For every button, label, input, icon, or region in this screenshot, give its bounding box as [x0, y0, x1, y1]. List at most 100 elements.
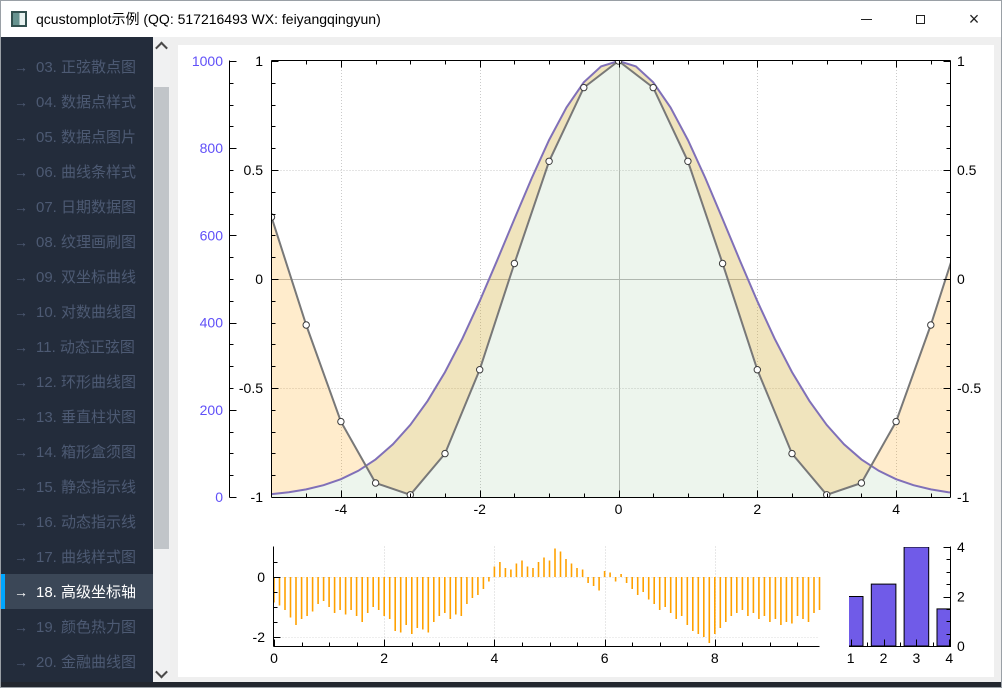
sidebar-item-12[interactable]: → 12. 环形曲线图 — [1, 364, 153, 399]
scrollbar-thumb[interactable] — [154, 87, 169, 549]
svg-text:0: 0 — [255, 271, 263, 287]
app-icon — [11, 11, 27, 27]
svg-text:1000: 1000 — [192, 53, 223, 69]
main-panel: -1 -0.5 0 0.5 1 0 200 400 600 800 1000 -1 -0.5 0 0.5 1-… — [170, 37, 1001, 682]
arrow-icon: → — [14, 163, 28, 180]
sidebar-item-08[interactable]: → 08. 纹理画刷图 — [1, 224, 153, 259]
svg-text:4: 4 — [491, 650, 499, 666]
sidebar-item-label: 12. 环形曲线图 — [36, 374, 137, 391]
sidebar-item-03[interactable]: → 03. 正弦散点图 — [1, 49, 153, 84]
arrow-icon: → — [14, 268, 28, 285]
svg-text:-4: -4 — [335, 501, 348, 517]
maximize-button[interactable] — [893, 1, 947, 37]
minimize-button[interactable] — [839, 1, 893, 37]
sidebar-item-13[interactable]: → 13. 垂直柱状图 — [1, 399, 153, 434]
svg-text:1: 1 — [255, 53, 263, 69]
svg-text:2: 2 — [380, 650, 388, 666]
close-icon: × — [968, 9, 980, 29]
arrow-icon: → — [14, 93, 28, 110]
sidebar-item-11[interactable]: → 11. 动态正弦图 — [1, 329, 153, 364]
sidebar-item-label: 03. 正弦散点图 — [36, 59, 137, 76]
close-button[interactable]: × — [947, 1, 1001, 37]
sidebar-scrollbar[interactable] — [153, 37, 170, 682]
svg-text:0.5: 0.5 — [957, 162, 977, 178]
arrow-icon: → — [14, 198, 28, 215]
window-title: qcustomplot示例 (QQ: 517216493 WX: feiyang… — [36, 11, 381, 27]
sidebar-item-10[interactable]: → 10. 对数曲线图 — [1, 294, 153, 329]
arrow-icon: → — [14, 583, 28, 600]
qcustomplot-canvas[interactable]: -1-0.500.5102004006008001000-1-0.500.51-… — [170, 37, 1002, 684]
sidebar-item-label: 20. 金融曲线图 — [36, 654, 137, 671]
sidebar-item-09[interactable]: → 09. 双坐标曲线 — [1, 259, 153, 294]
svg-text:-0.5: -0.5 — [957, 380, 981, 396]
maximize-icon — [915, 14, 925, 24]
sidebar-item-label: 18. 高级坐标轴 — [36, 584, 137, 601]
arrow-icon: → — [14, 478, 28, 495]
main-axes — [229, 60, 951, 498]
svg-text:8: 8 — [711, 650, 719, 666]
sidebar-item-14[interactable]: → 14. 箱形盒须图 — [1, 434, 153, 469]
chevron-up-icon — [155, 41, 168, 54]
sidebar-item-16[interactable]: → 16. 动态指示线 — [1, 504, 153, 539]
svg-text:200: 200 — [200, 402, 224, 418]
svg-text:-0.5: -0.5 — [239, 380, 263, 396]
screen-edge-strip — [1, 682, 1001, 687]
sidebar-item-label: 05. 数据点图片 — [36, 129, 137, 146]
sidebar-item-label: 04. 数据点样式 — [36, 94, 137, 111]
sidebar-item-label: 16. 动态指示线 — [36, 514, 137, 531]
svg-text:2: 2 — [957, 589, 965, 605]
svg-text:0: 0 — [615, 501, 623, 517]
svg-text:-2: -2 — [253, 629, 266, 645]
arrow-icon: → — [14, 653, 28, 670]
sidebar-item-label: 15. 静态指示线 — [36, 479, 137, 496]
arrow-icon: → — [14, 338, 28, 355]
sidebar-item-label: 11. 动态正弦图 — [36, 339, 135, 356]
window-body: → 03. 正弦散点图 → 04. 数据点样式 → 05. 数据点图片 → 06. 曲线条样式… — [1, 37, 1001, 682]
arrow-icon: → — [14, 618, 28, 635]
titlebar[interactable]: qcustomplot示例 (QQ: 517216493 WX: feiyang… — [1, 1, 1001, 37]
arrow-icon: → — [14, 443, 28, 460]
svg-text:1: 1 — [957, 53, 965, 69]
sidebar-item-04[interactable]: → 04. 数据点样式 — [1, 84, 153, 119]
sidebar-item-07[interactable]: → 07. 日期数据图 — [1, 189, 153, 224]
svg-text:2: 2 — [880, 650, 888, 666]
sidebar-item-label: 14. 箱形盒须图 — [36, 444, 137, 461]
sidebar-item-20[interactable]: → 20. 金融曲线图 — [1, 644, 153, 679]
sidebar-item-label: 13. 垂直柱状图 — [36, 409, 137, 426]
sidebar-item-label: 07. 日期数据图 — [36, 199, 137, 216]
svg-text:2: 2 — [753, 501, 761, 517]
sidebar-item-label: 10. 对数曲线图 — [36, 304, 137, 321]
sidebar-item-15[interactable]: → 15. 静态指示线 — [1, 469, 153, 504]
sidebar-item-05[interactable]: → 05. 数据点图片 — [1, 119, 153, 154]
scrollbar-up-button[interactable] — [153, 37, 170, 55]
svg-text:1: 1 — [847, 650, 855, 666]
svg-text:600: 600 — [200, 227, 224, 243]
svg-text:4: 4 — [945, 650, 953, 666]
arrow-icon: → — [14, 548, 28, 565]
svg-text:0: 0 — [270, 650, 278, 666]
arrow-icon: → — [14, 128, 28, 145]
sidebar-item-label: 17. 曲线样式图 — [36, 549, 137, 566]
svg-text:400: 400 — [200, 315, 224, 331]
sidebar-list: → 03. 正弦散点图 → 04. 数据点样式 → 05. 数据点图片 → 06. 曲线条样式… — [1, 37, 153, 682]
svg-text:0: 0 — [957, 271, 965, 287]
sidebar-item-18[interactable]: → 18. 高级坐标轴 — [1, 574, 153, 609]
sidebar-item-19[interactable]: → 19. 颜色热力图 — [1, 609, 153, 644]
sidebar-item-label: 09. 双坐标曲线 — [36, 269, 137, 286]
chevron-down-icon — [155, 665, 168, 678]
svg-text:0.5: 0.5 — [244, 162, 264, 178]
window-controls: × — [839, 1, 1001, 37]
sidebar-item-17[interactable]: → 17. 曲线样式图 — [1, 539, 153, 574]
scrollbar-down-button[interactable] — [153, 664, 170, 682]
sidebar-item-06[interactable]: → 06. 曲线条样式 — [1, 154, 153, 189]
svg-text:4: 4 — [957, 539, 965, 555]
arrow-icon: → — [14, 408, 28, 425]
svg-text:-1: -1 — [957, 489, 970, 505]
svg-text:800: 800 — [200, 140, 224, 156]
svg-text:0: 0 — [257, 569, 265, 585]
sidebar-item-label: 19. 颜色热力图 — [36, 619, 137, 636]
sidebar-item-label: 08. 纹理画刷图 — [36, 234, 137, 251]
sidebar-item-label: 06. 曲线条样式 — [36, 164, 137, 181]
arrow-icon: → — [14, 303, 28, 320]
